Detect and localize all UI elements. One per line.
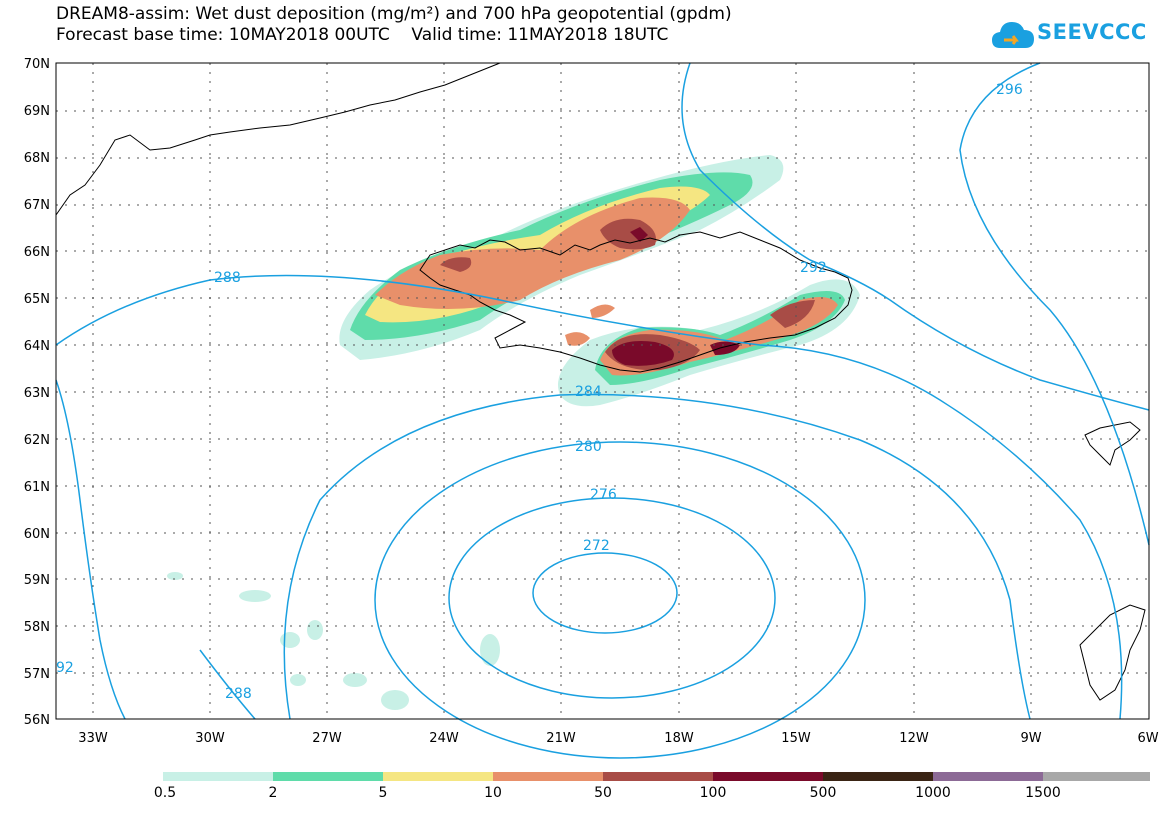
legend-swatch-5 (603, 772, 713, 781)
svg-text:57N: 57N (24, 667, 50, 682)
svg-text:61N: 61N (24, 480, 50, 495)
svg-text:6W: 6W (1137, 731, 1158, 746)
map-title: DREAM8-assim: Wet dust deposition (mg/m²… (56, 4, 732, 24)
graticule (56, 63, 1149, 719)
svg-text:63N: 63N (24, 386, 50, 401)
svg-text:64N: 64N (24, 339, 50, 354)
contour-label-92: 92 (56, 660, 74, 676)
contour-label-276: 276 (590, 487, 617, 503)
svg-text:30W: 30W (195, 731, 225, 746)
svg-text:9W: 9W (1020, 731, 1041, 746)
svg-text:33W: 33W (78, 731, 108, 746)
legend-swatch-3 (383, 772, 493, 781)
svg-text:60N: 60N (24, 527, 50, 542)
svg-text:68N: 68N (24, 151, 50, 166)
logo-text: SEEVCCC (1037, 20, 1147, 44)
svg-text:24W: 24W (429, 731, 459, 746)
coastlines (55, 62, 1146, 701)
latitude-labels: 70N 69N 68N 67N 66N 65N 64N 63N 62N 61N … (24, 57, 50, 728)
contour-label-280: 280 (575, 439, 602, 455)
svg-text:70N: 70N (24, 57, 50, 72)
contour-label-288-south: 288 (225, 686, 252, 702)
contour-label-288: 288 (214, 270, 241, 286)
svg-text:15W: 15W (781, 731, 811, 746)
cloud-icon (992, 22, 1034, 48)
svg-text:66N: 66N (24, 245, 50, 260)
svg-text:12W: 12W (899, 731, 929, 746)
contour-label-292: 292 (800, 260, 827, 276)
longitude-labels: 33W 30W 27W 24W 21W 18W 15W 12W 9W 6W (78, 731, 1158, 746)
contour-label-272: 272 (583, 538, 610, 554)
legend-swatch-8 (933, 772, 1043, 781)
contour-label-296: 296 (996, 82, 1023, 98)
legend-swatch-2 (273, 772, 383, 781)
legend-label: 1500 (1025, 785, 1061, 801)
svg-text:18W: 18W (664, 731, 694, 746)
legend-swatch-7 (823, 772, 933, 781)
svg-text:56N: 56N (24, 713, 50, 728)
legend-swatch-6 (713, 772, 823, 781)
legend-swatch-1 (163, 772, 273, 781)
contour-label-284: 284 (575, 384, 602, 400)
legend-swatch-9 (1043, 772, 1150, 781)
svg-text:58N: 58N (24, 620, 50, 635)
svg-text:21W: 21W (546, 731, 576, 746)
forecast-time-info: Forecast base time: 10MAY2018 00UTC Vali… (56, 25, 669, 45)
seevccc-logo: SEEVCCC (990, 10, 1170, 60)
svg-text:69N: 69N (24, 104, 50, 119)
legend-label: 100 (699, 785, 727, 801)
legend-swatch-4 (493, 772, 603, 781)
svg-text:67N: 67N (24, 198, 50, 213)
legend-label: 2 (268, 785, 278, 801)
legend-label: 0.5 (153, 785, 177, 801)
svg-text:62N: 62N (24, 433, 50, 448)
legend-label: 500 (809, 785, 837, 801)
svg-text:65N: 65N (24, 292, 50, 307)
dust-deposition-field (167, 155, 860, 710)
legend-label: 5 (378, 785, 388, 801)
legend-label: 50 (594, 785, 612, 801)
contour-labels: 288 296 292 284 280 276 272 288 92 (56, 82, 1023, 702)
svg-text:59N: 59N (24, 573, 50, 588)
legend-label: 10 (484, 785, 502, 801)
geopotential-contours (55, 62, 1150, 759)
svg-text:27W: 27W (312, 731, 342, 746)
legend-label: 1000 (915, 785, 951, 801)
